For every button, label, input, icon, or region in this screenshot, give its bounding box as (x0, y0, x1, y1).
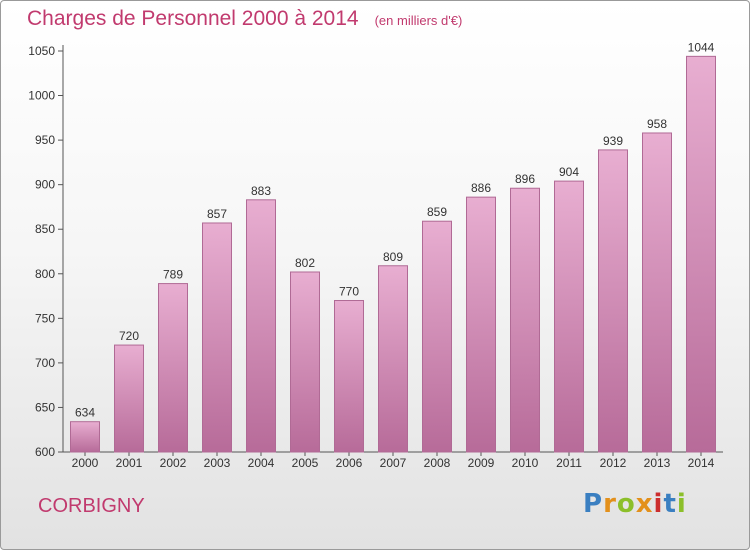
bar-value-label: 634 (75, 406, 95, 420)
logo-letter: o (616, 489, 636, 519)
x-tick-label: 2010 (512, 456, 539, 470)
bar (598, 149, 628, 453)
proxiti-logo: Proxiti (583, 489, 687, 519)
y-tick-label: 950 (35, 133, 55, 147)
bar-value-label: 802 (295, 256, 315, 270)
y-tick-label: 900 (35, 178, 55, 192)
bar (246, 199, 276, 453)
logo-letter: x (635, 489, 654, 519)
bar (290, 271, 320, 453)
bar-value-label: 958 (647, 117, 667, 131)
y-tick-label: 850 (35, 222, 55, 236)
x-tick-label: 2012 (600, 456, 627, 470)
bar-value-label: 859 (427, 205, 447, 219)
x-tick-label: 2009 (468, 456, 495, 470)
bar (422, 220, 452, 453)
bar-value-label: 1044 (688, 40, 715, 54)
logo-letter: P (583, 489, 604, 519)
x-tick-label: 2008 (424, 456, 451, 470)
bar-value-label: 904 (559, 165, 579, 179)
bar-value-label: 857 (207, 207, 227, 221)
x-tick-label: 2004 (248, 456, 275, 470)
x-tick-label: 2003 (204, 456, 231, 470)
place-name: CORBIGNY (38, 495, 145, 517)
bar-value-label: 720 (119, 329, 139, 343)
y-tick-label: 750 (35, 311, 55, 325)
y-tick-label: 1000 (28, 89, 55, 103)
bar-value-label: 770 (339, 285, 359, 299)
x-tick-label: 2005 (292, 456, 319, 470)
bar (642, 132, 672, 453)
bar (114, 344, 144, 453)
x-tick-label: 2011 (556, 456, 582, 470)
x-tick-label: 2007 (380, 456, 407, 470)
bar (554, 180, 584, 453)
y-tick-label: 800 (35, 267, 55, 281)
x-tick-label: 2002 (160, 456, 187, 470)
bar (686, 55, 716, 453)
chart-labels: 634 2000 720 2001 789 2002 857 2003 883 2004 802 20… (72, 40, 715, 470)
logo-letter: r (603, 489, 617, 519)
logo-letter: i (653, 489, 664, 519)
x-tick-label: 2000 (72, 456, 99, 470)
chart-title: Charges de Personnel 2000 à 2014 (en mill… (27, 7, 462, 31)
y-tick-label: 1050 (28, 44, 55, 58)
bar (158, 283, 188, 453)
x-tick-label: 2014 (688, 456, 715, 470)
x-tick-label: 2001 (116, 456, 143, 470)
bar (334, 300, 364, 453)
bar-value-label: 883 (251, 184, 271, 198)
y-tick-label: 700 (35, 356, 55, 370)
bar (510, 187, 540, 453)
bar-value-label: 789 (163, 268, 183, 282)
chart-unit: (en milliers d'€) (374, 13, 463, 28)
bar-value-label: 939 (603, 134, 623, 148)
chart-bars (70, 55, 716, 453)
y-tick-label: 650 (35, 400, 55, 414)
x-tick-label: 2013 (644, 456, 671, 470)
bar (70, 421, 100, 453)
bar (378, 265, 408, 453)
bar (466, 196, 496, 453)
logo-letter: i (676, 489, 687, 519)
bar-value-label: 809 (383, 250, 403, 264)
y-tick-label: 600 (35, 445, 55, 459)
x-tick-label: 2006 (336, 456, 363, 470)
bar (202, 222, 232, 453)
bar-value-label: 896 (515, 172, 535, 186)
chart-title-text: Charges de Personnel 2000 à 2014 (27, 7, 359, 30)
logo-letter: t (663, 489, 677, 519)
bar-value-label: 886 (471, 181, 491, 195)
